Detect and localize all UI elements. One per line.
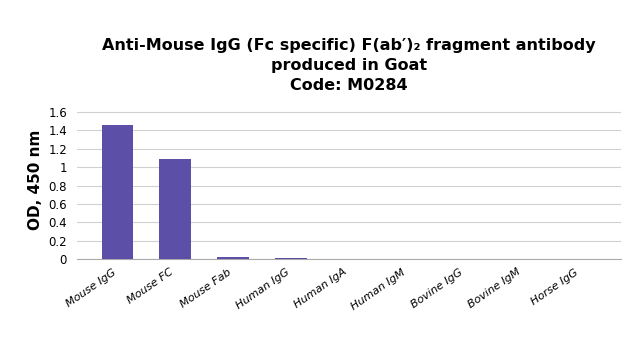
Bar — [102, 125, 133, 259]
Bar — [275, 257, 307, 259]
Bar — [159, 159, 191, 259]
Title: Anti-Mouse IgG (Fc specific) F(ab′)₂ fragment antibody
produced in Goat
Code: M0: Anti-Mouse IgG (Fc specific) F(ab′)₂ fra… — [102, 38, 596, 93]
Bar — [217, 257, 249, 259]
Y-axis label: OD, 450 nm: OD, 450 nm — [28, 130, 43, 230]
